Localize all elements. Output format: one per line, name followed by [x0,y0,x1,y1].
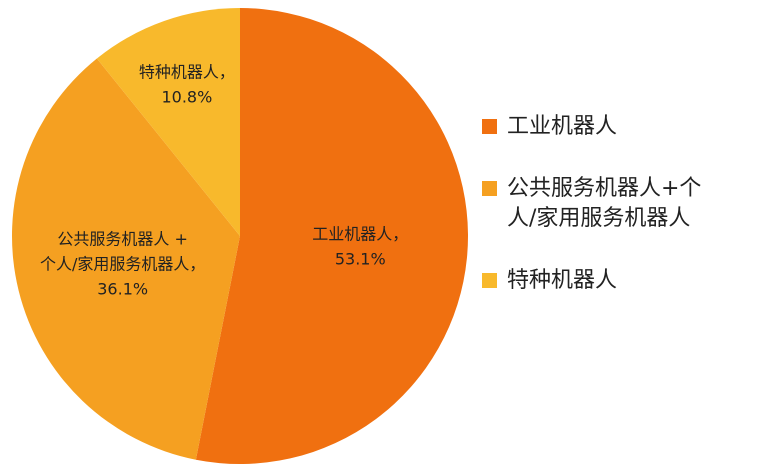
pie-slice [96,8,240,236]
legend-swatch [482,273,497,288]
pie-slice [12,58,240,460]
chart: 工业机器人， 53.1% 公共服务机器人 + 个人/家用服务机器人， 36.1% 特种机器… [12,8,469,464]
legend-label: 工业机器人 [507,114,618,139]
slice-label: 个人/家用服务机器人， [40,254,205,273]
pie-slice [195,8,469,464]
value-label: 10.8% [161,87,212,106]
legend-item: 公共服务机器人+个人/家用服务机器人 [482,174,722,234]
slice-label: 特种机器人， [139,62,235,81]
legend-item: 特种机器人 [482,266,722,296]
legend: 工业机器人公共服务机器人+个人/家用服务机器人特种机器人 [482,112,722,328]
legend-label: 公共服务机器人+个人/家用服务机器人 [507,176,702,231]
value-label: 53.1% [335,250,386,269]
value-label: 36.1% [97,279,148,298]
legend-swatch [482,181,497,196]
legend-label: 特种机器人 [507,268,618,293]
legend-swatch [482,119,497,134]
slice-label: 公共服务机器人 + [57,229,188,248]
legend-item: 工业机器人 [482,112,722,142]
slice-label: 工业机器人， [312,225,408,244]
